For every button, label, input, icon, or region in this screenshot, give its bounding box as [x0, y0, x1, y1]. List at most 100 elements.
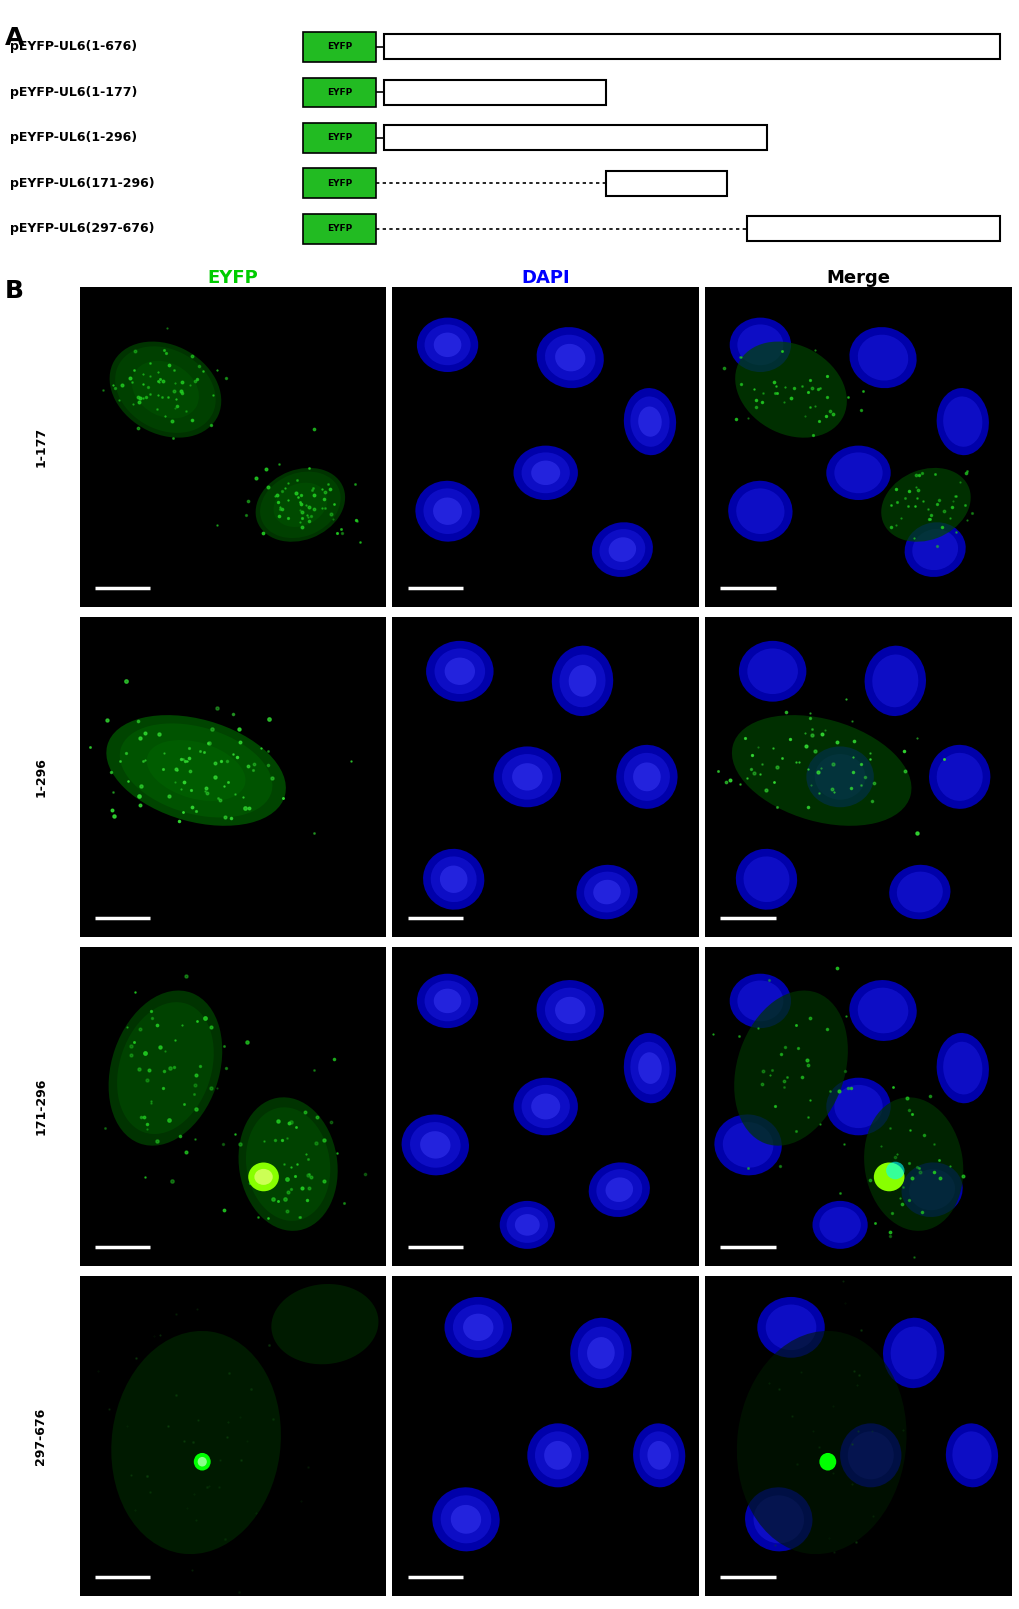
Ellipse shape [873, 1162, 904, 1191]
Ellipse shape [952, 1432, 990, 1479]
Ellipse shape [615, 745, 677, 809]
Text: EYFP: EYFP [326, 134, 352, 142]
Ellipse shape [857, 335, 907, 381]
Ellipse shape [735, 850, 797, 909]
Ellipse shape [515, 1215, 539, 1236]
Bar [303, 169, 375, 198]
Ellipse shape [935, 388, 988, 455]
Bar [303, 214, 375, 243]
Ellipse shape [911, 529, 957, 570]
Bar [303, 77, 375, 108]
Ellipse shape [605, 1178, 633, 1202]
Ellipse shape [444, 1297, 512, 1358]
Text: 1-177: 1-177 [35, 426, 47, 467]
Ellipse shape [901, 1162, 962, 1216]
Ellipse shape [736, 489, 784, 534]
Ellipse shape [463, 1313, 493, 1340]
Ellipse shape [818, 1207, 860, 1242]
Ellipse shape [928, 745, 989, 809]
Ellipse shape [633, 1424, 685, 1487]
Ellipse shape [147, 740, 246, 801]
Ellipse shape [513, 1078, 578, 1136]
Ellipse shape [109, 341, 221, 438]
Text: EYFP: EYFP [326, 88, 352, 97]
Ellipse shape [576, 864, 637, 919]
Ellipse shape [849, 980, 916, 1041]
Ellipse shape [729, 973, 791, 1028]
Ellipse shape [401, 1115, 469, 1175]
Ellipse shape [578, 1326, 624, 1379]
Ellipse shape [935, 753, 981, 801]
Ellipse shape [904, 523, 965, 578]
Text: B: B [5, 280, 24, 302]
Ellipse shape [246, 1107, 330, 1221]
Text: A: A [5, 26, 24, 50]
Ellipse shape [806, 747, 873, 808]
Ellipse shape [521, 452, 570, 494]
Ellipse shape [593, 880, 621, 904]
Ellipse shape [599, 529, 645, 570]
Ellipse shape [849, 327, 916, 388]
Bar [303, 32, 375, 61]
Ellipse shape [818, 1453, 836, 1471]
Ellipse shape [737, 325, 783, 365]
Ellipse shape [115, 346, 215, 433]
Ellipse shape [433, 497, 462, 525]
Ellipse shape [531, 460, 559, 484]
Ellipse shape [834, 1084, 881, 1128]
Ellipse shape [423, 489, 471, 534]
Ellipse shape [638, 1052, 661, 1084]
Ellipse shape [857, 988, 908, 1033]
Ellipse shape [440, 1495, 491, 1543]
Bar [383, 80, 605, 105]
Ellipse shape [513, 446, 578, 500]
Ellipse shape [736, 1331, 906, 1554]
Text: 1-296: 1-296 [35, 756, 47, 796]
Ellipse shape [863, 1097, 962, 1231]
Ellipse shape [534, 1432, 581, 1479]
Ellipse shape [426, 640, 493, 702]
Ellipse shape [117, 1002, 214, 1134]
Ellipse shape [544, 988, 595, 1033]
Ellipse shape [248, 1162, 278, 1191]
Ellipse shape [119, 724, 272, 817]
Ellipse shape [559, 655, 605, 708]
Ellipse shape [493, 747, 560, 808]
Ellipse shape [847, 1432, 893, 1479]
Ellipse shape [433, 988, 461, 1014]
Ellipse shape [434, 648, 485, 693]
Ellipse shape [765, 1305, 815, 1350]
Ellipse shape [753, 1495, 803, 1543]
Ellipse shape [889, 864, 950, 919]
Ellipse shape [812, 1200, 867, 1249]
Ellipse shape [737, 980, 783, 1022]
Bar [303, 122, 375, 153]
Ellipse shape [420, 1131, 450, 1158]
Bar [747, 216, 999, 241]
Ellipse shape [633, 763, 660, 792]
Ellipse shape [882, 1318, 944, 1389]
Ellipse shape [587, 1337, 614, 1369]
Ellipse shape [198, 1456, 207, 1466]
Ellipse shape [943, 1041, 981, 1094]
Ellipse shape [260, 471, 340, 537]
Ellipse shape [273, 483, 327, 528]
Ellipse shape [638, 407, 661, 436]
Ellipse shape [814, 755, 864, 800]
Ellipse shape [423, 850, 484, 909]
Ellipse shape [647, 1442, 671, 1469]
Ellipse shape [639, 1432, 678, 1479]
Ellipse shape [630, 396, 668, 447]
Title: EYFP: EYFP [207, 269, 258, 286]
Text: pEYFP-UL6(1-296): pEYFP-UL6(1-296) [10, 132, 138, 145]
Ellipse shape [608, 537, 636, 562]
Ellipse shape [747, 648, 797, 693]
Ellipse shape [106, 714, 285, 825]
Text: pEYFP-UL6(1-676): pEYFP-UL6(1-676) [10, 40, 138, 53]
Text: EYFP: EYFP [326, 224, 352, 233]
Ellipse shape [713, 1115, 781, 1175]
Ellipse shape [544, 335, 595, 381]
Ellipse shape [569, 665, 596, 697]
Ellipse shape [536, 980, 603, 1041]
Ellipse shape [738, 640, 806, 702]
